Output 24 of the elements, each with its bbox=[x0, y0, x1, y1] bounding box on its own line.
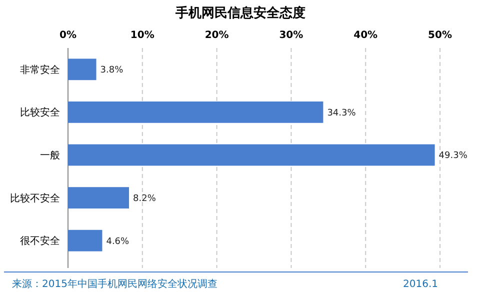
data-label: 4.6% bbox=[106, 236, 130, 247]
data-label: 49.3% bbox=[438, 151, 468, 162]
x-tick-label: 40% bbox=[354, 30, 378, 41]
bar bbox=[68, 144, 435, 166]
data-label: 34.3% bbox=[327, 108, 356, 118]
x-tick-label: 10% bbox=[130, 30, 154, 41]
y-tick-label: 很不安全 bbox=[20, 235, 60, 248]
source-note: 来源：2015年中国手机网民网络安全状况调查 bbox=[12, 278, 218, 290]
x-tick-label: 30% bbox=[279, 30, 304, 41]
bar bbox=[68, 58, 96, 80]
x-tick-label: 0% bbox=[60, 30, 76, 41]
bar bbox=[68, 230, 102, 252]
data-label: 3.8% bbox=[100, 66, 124, 76]
x-tick-label: 50% bbox=[428, 30, 452, 41]
chart-title: 手机网民信息安全态度 bbox=[174, 5, 306, 21]
bar bbox=[68, 102, 324, 123]
y-tick-label: 比较安全 bbox=[20, 106, 60, 119]
y-tick-label: 非常安全 bbox=[20, 64, 60, 76]
data-label: 8.2% bbox=[133, 194, 156, 204]
bar bbox=[68, 187, 130, 208]
x-tick-label: 20% bbox=[204, 30, 229, 41]
y-tick-label: 比较不安全 bbox=[10, 192, 60, 204]
text: 2016.1 bbox=[403, 279, 438, 290]
y-tick-label: 一般 bbox=[40, 150, 60, 162]
